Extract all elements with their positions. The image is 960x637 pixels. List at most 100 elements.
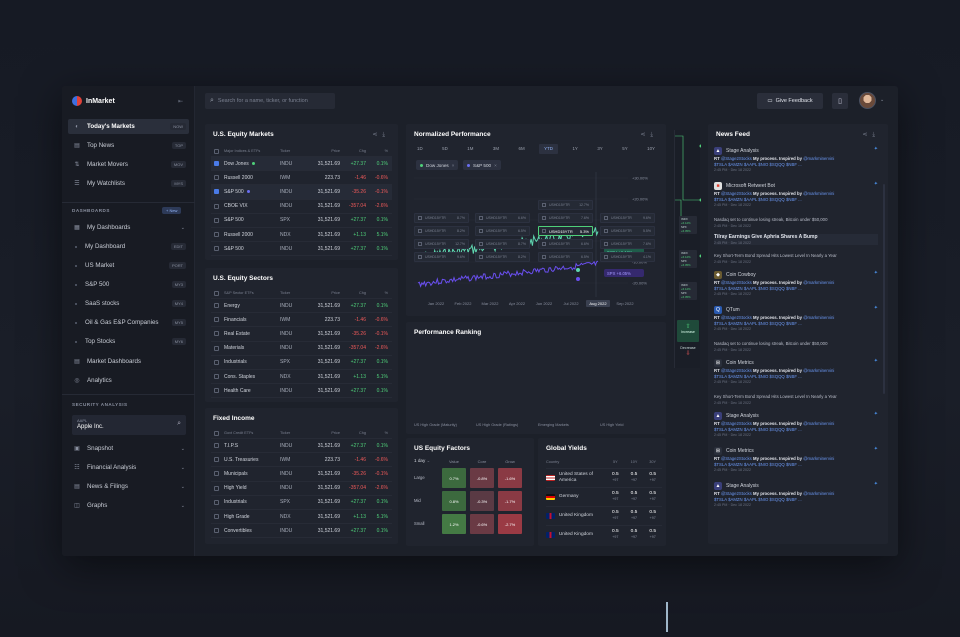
ranking-checkbox[interactable]	[604, 255, 608, 259]
ticker-tags[interactable]: $TSLA $AMZN $AAPL $NIO $SQQQ $NBF ...	[714, 320, 802, 326]
table-row[interactable]: High Grade NDX 31,521.69 +1.13 5.1%	[211, 510, 392, 525]
news-scrollbar[interactable]	[883, 184, 885, 394]
download-icon[interactable]: ⤓	[382, 132, 390, 138]
give-feedback-button[interactable]: ▭ Give Feedback	[757, 93, 823, 109]
new-dashboard-button[interactable]: + New	[162, 207, 182, 214]
column-header[interactable]: %	[384, 149, 388, 153]
ranking-checkbox[interactable]	[479, 229, 483, 233]
factor-cell[interactable]: -0.3%	[470, 491, 494, 511]
factor-cell[interactable]: -0.6%	[470, 514, 494, 534]
table-row[interactable]: CBOE VIX INDU 31,521.69 -357.04 -2.6%	[211, 200, 392, 214]
table-row[interactable]: Cons. Staples NDX 31,521.69 +1.13 5.1%	[211, 370, 392, 385]
ranking-cell[interactable]: USHD15YTR 6.6%	[538, 239, 593, 249]
ticker-tags[interactable]: $TSLA $AMZN $AAPL $NIO $SQQQ $NBF ...	[714, 285, 802, 291]
ticker-tags[interactable]: $TSLA $AMZN $AAPL $NIO $SQQQ $NBF ...	[714, 496, 802, 502]
table-row[interactable]: Convertibles INDU 31,521.69 +27.37 0.1%	[211, 524, 392, 539]
ranking-checkbox[interactable]	[479, 242, 483, 246]
ranking-checkbox[interactable]	[418, 216, 422, 220]
mini-card[interactable]: INDX +6.12% SPX +6.05%	[679, 250, 697, 268]
select-all-checkbox[interactable]	[214, 148, 219, 154]
select-all-checkbox[interactable]	[214, 430, 219, 436]
range-tab-1y[interactable]: 1Y	[572, 146, 578, 151]
range-tab-10y[interactable]: 10Y	[647, 146, 655, 151]
panel-tools[interactable]: ⋖⤓	[372, 131, 390, 139]
ranking-checkbox[interactable]	[542, 242, 546, 246]
news-item[interactable]: Nasdaq set to continue losing streak, Bi…	[714, 216, 878, 228]
ranking-checkbox[interactable]	[418, 229, 422, 233]
share-icon[interactable]: ⋖	[640, 132, 651, 138]
close-icon[interactable]: ×	[494, 162, 497, 168]
ticker-tags[interactable]: $TSLA $AMZN $AAPL $NIO $SQQQ $NBF ...	[714, 426, 802, 432]
ranking-cell[interactable]: USHD15YTR 5.5%	[600, 226, 655, 236]
chip-sp500[interactable]: S&P 500 ×	[463, 160, 501, 170]
handle-link[interactable]: @markminervini	[803, 456, 835, 461]
handle-link[interactable]: @markminervini	[803, 491, 835, 496]
ranking-cell[interactable]: USHD15YTR 6.5%	[538, 252, 593, 262]
ranking-cell[interactable]: USHD15YTR 9.6%	[414, 252, 469, 262]
news-item[interactable]: Tilray Earnings Give Aphria Shares A Bum…	[714, 234, 878, 245]
increase-button[interactable]: ⇧ Increase	[677, 320, 699, 342]
table-row[interactable]: T.I.P.S INDU 31,521.69 +27.37 0.1%	[211, 439, 392, 454]
news-item[interactable]: ■ Microsoft Retweet Bot RT @Stage2Stocks M…	[714, 181, 878, 207]
dashboard-item[interactable]: My Dashboard EDIT	[72, 240, 189, 253]
ranking-checkbox[interactable]	[604, 216, 608, 220]
column-header[interactable]: Govt Credit ETFs	[224, 431, 254, 435]
row-checkbox[interactable]	[214, 161, 219, 167]
sidebar-item-my-watchlists[interactable]: ☰ My Watchlists MYS	[68, 176, 189, 191]
table-row[interactable]: Energy INDU 31,521.69 +27.37 0.1%	[211, 299, 392, 314]
select-all-checkbox[interactable]	[214, 290, 219, 296]
range-tab-ytd[interactable]: YTD	[539, 144, 558, 154]
handle-link[interactable]: @markminervini	[803, 191, 835, 196]
range-tab-5y[interactable]: 5Y	[622, 146, 628, 151]
row-checkbox[interactable]	[214, 189, 219, 195]
share-icon[interactable]: ⋖	[372, 132, 383, 138]
security-item[interactable]: ◫ Graphs ⌄	[68, 498, 189, 513]
close-icon[interactable]: ×	[451, 162, 455, 168]
range-tab-3y[interactable]: 3Y	[597, 146, 603, 151]
row-checkbox[interactable]	[214, 457, 219, 463]
table-row[interactable]: Health Care INDU 31,521.69 +27.37 0.1%	[211, 384, 392, 399]
yield-row[interactable]: United Kingdom 0.5 +97 0.5 +97 0.5 +97	[546, 525, 662, 543]
factor-cell[interactable]: 0.8%	[442, 491, 466, 511]
handle-link[interactable]: @markminervini	[803, 156, 835, 161]
table-row[interactable]: Financials IWM 223.73 -1.46 -0.6%	[211, 313, 392, 328]
decrease-button[interactable]: Decrease ⇩	[677, 346, 699, 357]
news-item[interactable]: ▲ Stage Analysis RT @Stage2Stocks My proce…	[714, 411, 878, 437]
range-tab-1d[interactable]: 1D	[417, 146, 423, 151]
search-icon[interactable]: ⌕	[177, 420, 181, 427]
share-icon[interactable]: ⋖	[862, 132, 873, 138]
column-header[interactable]: Ticker	[280, 291, 291, 295]
row-checkbox[interactable]	[214, 345, 219, 351]
table-row[interactable]: Russell 2000 NDX 31,521.69 +1.13 5.1%	[211, 228, 392, 243]
range-tab-3m[interactable]: 3M	[492, 146, 500, 151]
dashboard-item[interactable]: S&P 500 MY3	[72, 278, 189, 291]
ranking-cell[interactable]: USHD15YTR 5.3%	[538, 226, 593, 236]
ranking-checkbox[interactable]	[418, 255, 422, 259]
ranking-cell[interactable]: USHD15YTR 7.6%	[538, 213, 593, 223]
ranking-checkbox[interactable]	[479, 255, 483, 259]
factor-cell[interactable]: -1.7%	[498, 491, 522, 511]
row-checkbox[interactable]	[214, 246, 219, 252]
factor-cell[interactable]: 1.2%	[442, 514, 466, 534]
column-header[interactable]: Price	[331, 149, 340, 153]
news-item[interactable]: ▲ Stage Analysis RT @Stage2Stocks My proce…	[714, 146, 878, 172]
yield-row[interactable]: United States of America 0.5 +97 0.5 +97 0.5 +…	[546, 468, 662, 486]
panel-tools[interactable]: ⋖⤓	[640, 131, 658, 139]
table-row[interactable]: S&P 500 INDU 31,521.69 -35.26 -0.1%	[211, 185, 392, 200]
row-checkbox[interactable]	[214, 331, 219, 337]
row-checkbox[interactable]	[214, 514, 219, 520]
table-row[interactable]: S&P 500 SPX 31,521.69 +27.37 0.1%	[211, 214, 392, 228]
ranking-cell[interactable]: USHD15YTR 8.2%	[475, 252, 530, 262]
handle-link[interactable]: @Stage2Stocks	[720, 156, 752, 161]
ticker-tags[interactable]: $TSLA $AMZN $AAPL $NIO $SQQQ $NBF ...	[714, 461, 802, 467]
ranking-cell[interactable]: USHD15YTR 8.7%	[414, 213, 469, 223]
row-checkbox[interactable]	[214, 203, 219, 209]
handle-link[interactable]: @Stage2Stocks	[720, 421, 752, 426]
row-checkbox[interactable]	[214, 471, 219, 477]
handle-link[interactable]: @Stage2Stocks	[720, 191, 752, 196]
table-row[interactable]: Industrials SPX 31,521.69 +27.37 0.1%	[211, 496, 392, 510]
ranking-checkbox[interactable]	[418, 242, 422, 246]
news-item[interactable]: Key Short-Term Bond Spread Hits Lowest L…	[714, 393, 878, 405]
ranking-cell[interactable]: USHD15YTR 9.6%	[600, 213, 655, 223]
dashboard-item[interactable]: SaaS stocks MY4	[72, 297, 189, 310]
